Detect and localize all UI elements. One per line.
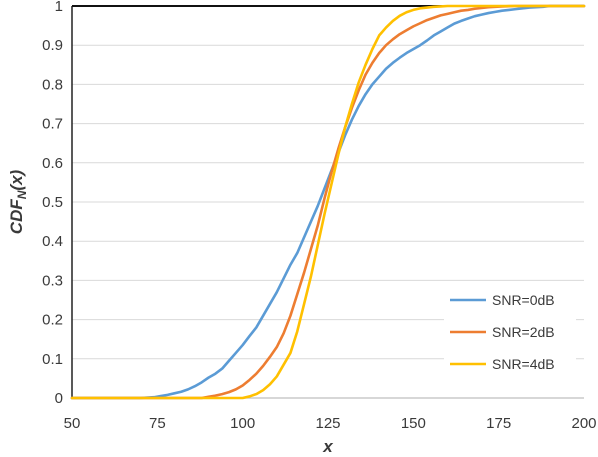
series-lines: [70, 4, 586, 400]
legend: SNR=0dB SNR=2dB SNR=4dB: [444, 284, 576, 380]
y-tick-label: 0.4: [42, 233, 63, 250]
x-tick-label: 100: [230, 415, 255, 432]
y-axis-title-subscript: N: [15, 190, 29, 199]
y-axis-title-main: CDF: [7, 199, 26, 235]
y-axis-title-suffix: (x): [7, 169, 26, 190]
y-tick-label: 0.7: [42, 116, 63, 133]
x-tick-label: 50: [64, 415, 81, 432]
y-tick-label: 0: [55, 390, 63, 407]
series-line: [70, 4, 586, 400]
y-tick-label: 0.6: [42, 155, 63, 172]
series-line: [70, 4, 586, 400]
x-tick-label: 175: [486, 415, 511, 432]
x-tick-label: 125: [315, 415, 340, 432]
y-tick-label: 0.5: [42, 194, 63, 211]
x-tick-label: 75: [149, 415, 166, 432]
series-line: [70, 4, 586, 400]
x-tick-label: 150: [401, 415, 426, 432]
legend-entry: SNR=4dB: [492, 356, 555, 372]
y-tick-label: 1: [55, 0, 63, 15]
y-tick-label: 0.9: [42, 37, 63, 54]
legend-entry: SNR=0dB: [492, 292, 555, 308]
legend-entry: SNR=2dB: [492, 324, 555, 340]
y-axis-title: CDFN(x): [7, 169, 29, 234]
x-tick-label: 200: [571, 415, 596, 432]
x-axis-title: x: [322, 437, 334, 456]
y-tick-label: 0.8: [42, 76, 63, 93]
y-tick-label: 0.1: [42, 351, 63, 368]
y-tick-label: 0.3: [42, 272, 63, 289]
y-tick-label: 0.2: [42, 312, 63, 329]
